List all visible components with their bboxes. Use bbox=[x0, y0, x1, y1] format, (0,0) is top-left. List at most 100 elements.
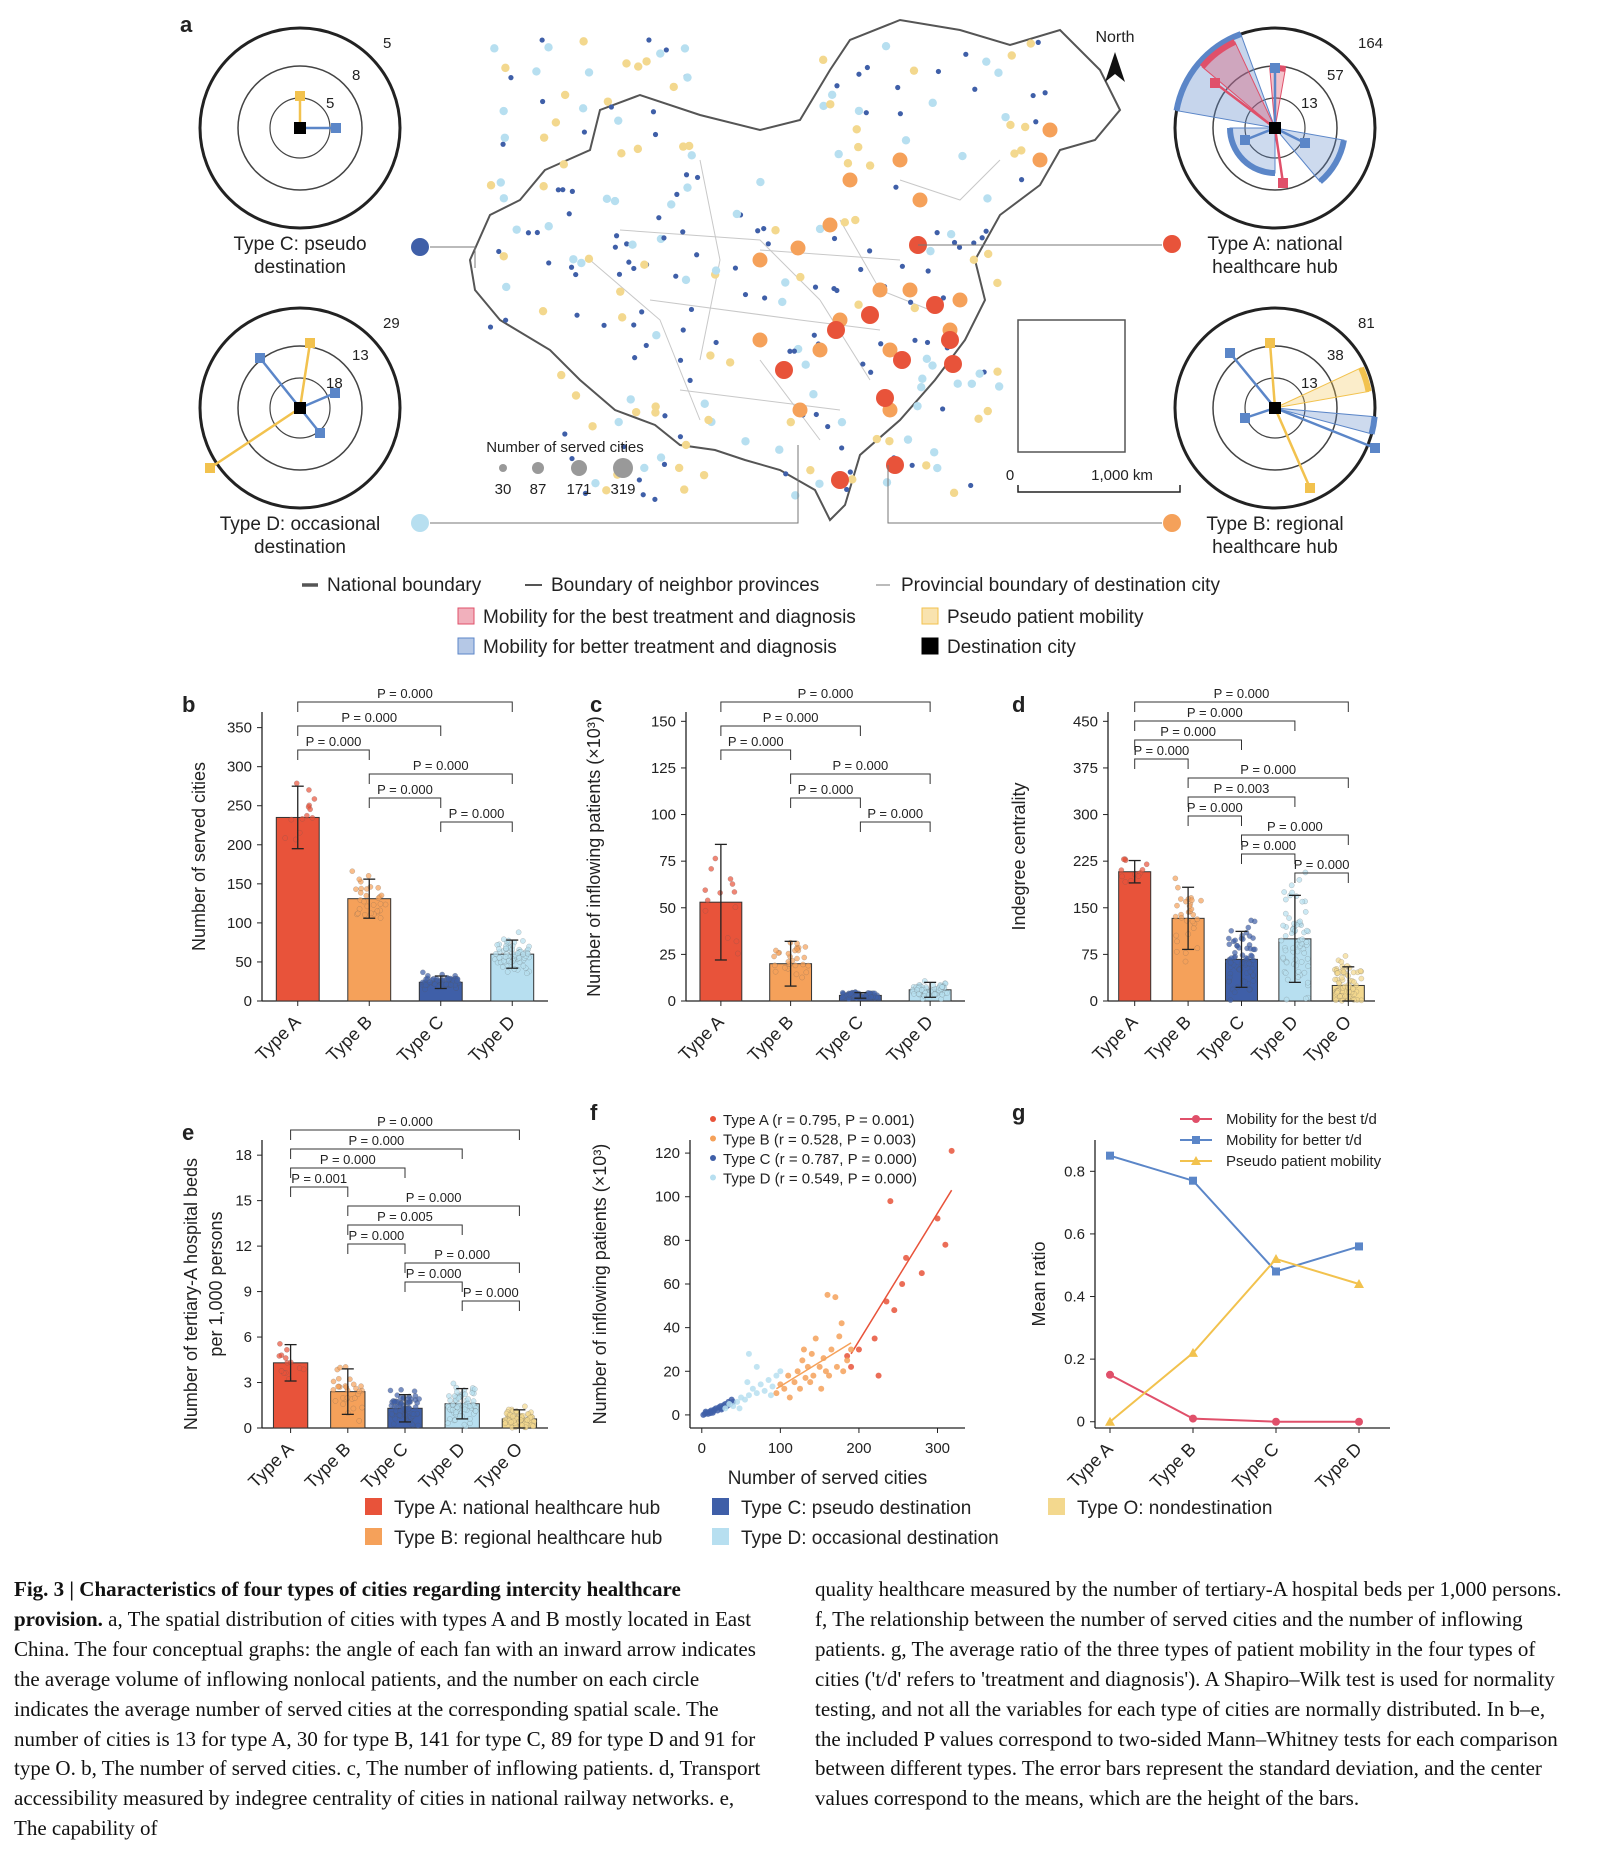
city-dot bbox=[683, 172, 690, 178]
city-dot bbox=[499, 106, 508, 116]
p-value-label: P = 0.000 bbox=[798, 782, 854, 797]
data-point bbox=[358, 1383, 364, 1390]
city-dot bbox=[683, 183, 692, 192]
scatter-point bbox=[797, 1385, 803, 1392]
data-point bbox=[356, 1388, 363, 1395]
city-dot bbox=[812, 284, 819, 290]
data-point bbox=[350, 1381, 357, 1388]
y-tick-label: 50 bbox=[659, 900, 676, 917]
city-dot bbox=[640, 463, 649, 473]
city-dot bbox=[680, 229, 686, 235]
legend-marker bbox=[1192, 1136, 1200, 1144]
panel-c: c 0 25 50 75 100 125 150 Number of inflowing pat… bbox=[584, 686, 965, 1066]
p-value-label: P = 0.000 bbox=[341, 710, 397, 725]
data-point bbox=[524, 970, 530, 977]
type-b-city bbox=[812, 342, 828, 358]
data-point bbox=[1225, 978, 1232, 985]
city-dot bbox=[574, 312, 580, 318]
type-a-city bbox=[941, 331, 959, 349]
data-point bbox=[1283, 996, 1290, 1003]
legend-text: Mobility for the best treatment and diag… bbox=[483, 607, 856, 628]
city-dot bbox=[844, 486, 850, 493]
origin-marker bbox=[1210, 78, 1220, 88]
legend-text: Type D (r = 0.549, P = 0.000) bbox=[723, 1171, 917, 1188]
data-point bbox=[771, 953, 777, 960]
city-dot bbox=[994, 68, 1003, 77]
data-point bbox=[359, 1404, 365, 1411]
data-point bbox=[420, 969, 426, 976]
data-point bbox=[731, 889, 738, 895]
data-point bbox=[702, 887, 709, 893]
data-point bbox=[799, 974, 805, 981]
city-dot bbox=[569, 255, 578, 264]
city-dot bbox=[496, 178, 505, 187]
city-dot bbox=[551, 118, 561, 127]
series-marker bbox=[1106, 1370, 1114, 1379]
city-dot bbox=[907, 299, 914, 305]
scatter-point bbox=[753, 1363, 760, 1370]
data-point bbox=[1198, 897, 1204, 904]
city-dot bbox=[544, 222, 553, 231]
data-point bbox=[377, 915, 384, 921]
data-point bbox=[335, 1375, 342, 1382]
province-boundary bbox=[899, 159, 1001, 201]
data-point bbox=[839, 994, 846, 1000]
city-dot bbox=[967, 379, 977, 388]
data-point bbox=[472, 1408, 479, 1414]
data-point bbox=[1226, 941, 1233, 948]
inflow-arrow bbox=[1273, 407, 1312, 489]
significance-bracket bbox=[290, 1167, 406, 1178]
city-dot bbox=[581, 129, 588, 135]
y-tick-label: 300 bbox=[227, 759, 252, 776]
data-point bbox=[293, 780, 300, 787]
origin-marker bbox=[1265, 338, 1275, 348]
city-dot bbox=[935, 68, 942, 75]
city-dot bbox=[881, 41, 891, 51]
city-dot bbox=[847, 469, 853, 475]
scatter-point bbox=[812, 1335, 819, 1342]
legend-text: Mobility for better t/d bbox=[1226, 1132, 1362, 1149]
significance-bracket bbox=[404, 1262, 520, 1273]
y-tick-label: 100 bbox=[227, 915, 252, 932]
city-dot bbox=[901, 136, 911, 145]
city-dot bbox=[662, 413, 668, 419]
legend-text: Type D: occasional destination bbox=[741, 1528, 999, 1549]
scatter-point bbox=[707, 1410, 714, 1417]
city-dot bbox=[1042, 90, 1048, 96]
data-point bbox=[1301, 969, 1308, 976]
data-point bbox=[1350, 985, 1356, 992]
data-point bbox=[1120, 856, 1127, 863]
data-point bbox=[411, 1388, 418, 1395]
data-point bbox=[423, 976, 429, 982]
y-axis-label: Number of inflowing patients (×10³) bbox=[584, 716, 604, 997]
data-point bbox=[708, 865, 715, 872]
data-point bbox=[1296, 876, 1303, 883]
significance-bracket bbox=[720, 725, 861, 736]
north-label: North bbox=[1095, 29, 1134, 46]
data-point bbox=[717, 889, 724, 896]
data-point bbox=[1119, 873, 1125, 880]
data-point bbox=[300, 1366, 307, 1373]
city-dot bbox=[741, 437, 750, 446]
data-point bbox=[1284, 976, 1291, 983]
data-point bbox=[1295, 974, 1301, 980]
data-point bbox=[1250, 935, 1256, 941]
city-dot bbox=[632, 355, 638, 361]
ring-value: 29 bbox=[383, 315, 400, 332]
data-point bbox=[702, 907, 709, 914]
city-dot bbox=[616, 271, 623, 277]
scatter-point bbox=[767, 1392, 774, 1399]
city-dot bbox=[656, 215, 662, 221]
fan-arc bbox=[1199, 39, 1237, 69]
city-dot bbox=[843, 159, 853, 168]
x-tick-label: Type D bbox=[882, 1012, 936, 1066]
city-dot bbox=[872, 434, 882, 444]
destination-marker bbox=[1269, 122, 1281, 134]
data-point bbox=[939, 991, 946, 998]
origin-marker bbox=[1370, 443, 1380, 453]
city-dot bbox=[694, 252, 700, 258]
y-axis-label: Indegree centrality bbox=[1009, 782, 1029, 930]
city-dot bbox=[918, 374, 927, 383]
city-dot bbox=[588, 422, 597, 431]
city-dot bbox=[953, 379, 962, 388]
